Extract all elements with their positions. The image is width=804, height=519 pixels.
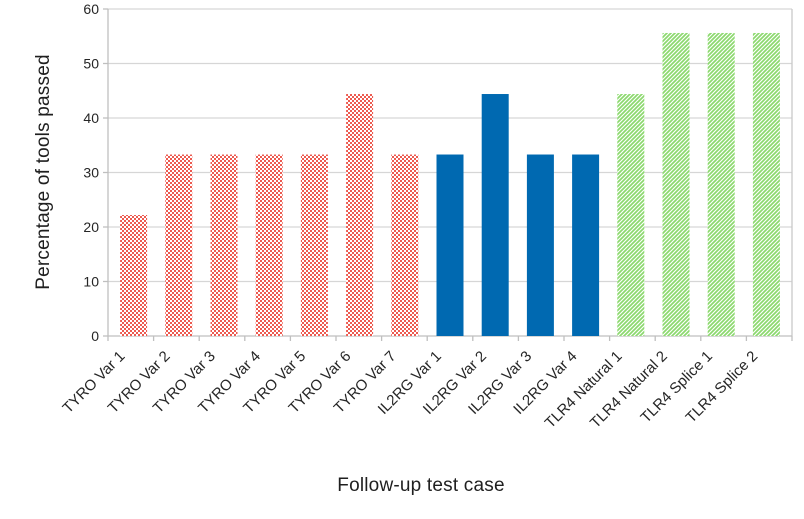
bar-il2rg-var-4: [572, 154, 600, 336]
bar-tyro-var-6: [346, 94, 374, 337]
bar-tyro-var-2: [165, 154, 193, 336]
bar-il2rg-var-3: [526, 154, 554, 336]
y-tick-label: 50: [83, 56, 99, 72]
y-tick-label: 10: [83, 274, 99, 290]
x-tick-label: TLR4 Natural 2: [587, 348, 671, 432]
y-axis-title: Percentage of tools passed: [33, 54, 54, 290]
bar-tlr4-splice-1: [707, 32, 735, 336]
y-tick-label: 60: [83, 1, 99, 17]
x-tick-label: TLR4 Natural 1: [542, 348, 626, 432]
y-tick-label: 20: [83, 219, 99, 235]
bar-tyro-var-4: [255, 154, 283, 336]
bar-il2rg-var-2: [481, 94, 509, 337]
bar-tlr4-natural-2: [662, 32, 690, 336]
y-tick-label: 0: [91, 328, 99, 344]
bar-tyro-var-5: [300, 154, 328, 336]
bar-il2rg-var-1: [436, 154, 464, 336]
y-tick-label: 40: [83, 110, 99, 126]
x-axis-title: Follow-up test case: [337, 475, 505, 496]
bar-tlr4-natural-1: [617, 94, 645, 337]
bar-tlr4-splice-2: [752, 32, 780, 336]
bar-tyro-var-3: [210, 154, 238, 336]
bar-tyro-var-1: [120, 215, 148, 336]
y-tick-label: 30: [83, 165, 99, 181]
bar-tyro-var-7: [391, 154, 419, 336]
